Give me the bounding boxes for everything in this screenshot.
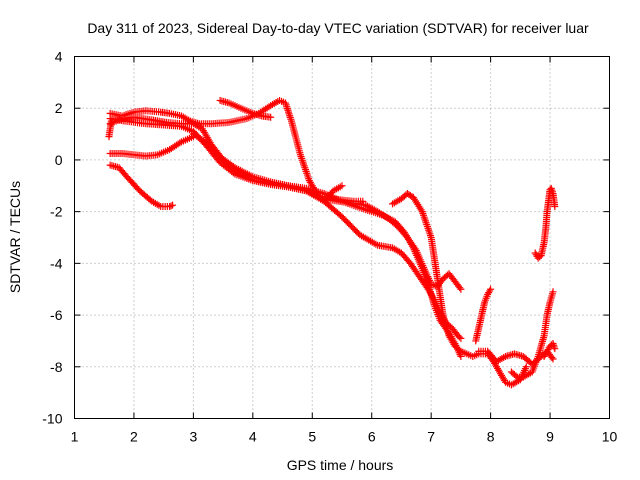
x-tick-label: 9: [546, 429, 554, 445]
y-tick-label: -4: [50, 255, 63, 271]
series-track-2: [106, 133, 197, 160]
data-point: [549, 288, 557, 296]
x-tick-label: 1: [71, 429, 79, 445]
data-point: [522, 363, 530, 371]
series-track-1: [106, 161, 177, 210]
data-point: [551, 202, 559, 210]
data-point: [512, 372, 520, 380]
series-track-8: [189, 130, 465, 342]
data-point: [166, 202, 174, 210]
x-tick-label: 3: [189, 429, 197, 445]
data-point: [176, 139, 184, 147]
data-points: [105, 96, 559, 389]
x-tick-label: 2: [130, 429, 138, 445]
y-tick-label: 4: [55, 49, 63, 65]
data-point: [487, 285, 495, 293]
y-tick-label: -8: [50, 359, 63, 375]
series-track-15: [540, 340, 559, 360]
data-point: [338, 182, 346, 190]
data-point: [548, 353, 556, 361]
x-tick-label: 6: [368, 429, 376, 445]
data-point: [457, 334, 465, 342]
data-point: [229, 169, 237, 177]
x-tick-label: 5: [308, 429, 316, 445]
x-axis-label: GPS time / hours: [287, 457, 394, 473]
data-point: [456, 284, 464, 292]
plot-frame: [74, 56, 610, 419]
y-tick-label: -10: [42, 411, 62, 427]
data-point: [457, 285, 465, 293]
data-point: [455, 333, 463, 341]
chart-title: Day 311 of 2023, Sidereal Day-to-day VTE…: [87, 20, 589, 36]
x-tick-label: 4: [249, 429, 257, 445]
x-tick-label: 8: [487, 429, 495, 445]
y-tick-label: 2: [55, 100, 63, 116]
data-point: [429, 294, 437, 302]
y-tick-label: 0: [55, 152, 63, 168]
x-tick-label: 10: [602, 429, 618, 445]
data-point: [169, 201, 177, 209]
data-point: [486, 287, 494, 295]
data-point: [167, 202, 175, 210]
series-track-14: [531, 184, 559, 262]
data-point: [267, 113, 275, 121]
series-track-13: [507, 288, 557, 381]
series-track-9: [314, 192, 465, 293]
data-point: [359, 197, 367, 205]
data-point: [549, 355, 557, 363]
y-tick-label: -2: [50, 204, 63, 220]
data-point: [551, 345, 559, 353]
series-track-5: [216, 96, 275, 121]
axis-ticks: 1 2 3 4 5 6 7 8 9 10 -10 -8 -6 -4 -2 0 2 4: [42, 49, 617, 445]
x-tick-label: 7: [427, 429, 435, 445]
y-axis-label: SDTVAR / TECUs: [7, 181, 23, 293]
series-track-11: [472, 285, 495, 345]
y-tick-label: -6: [50, 307, 63, 323]
